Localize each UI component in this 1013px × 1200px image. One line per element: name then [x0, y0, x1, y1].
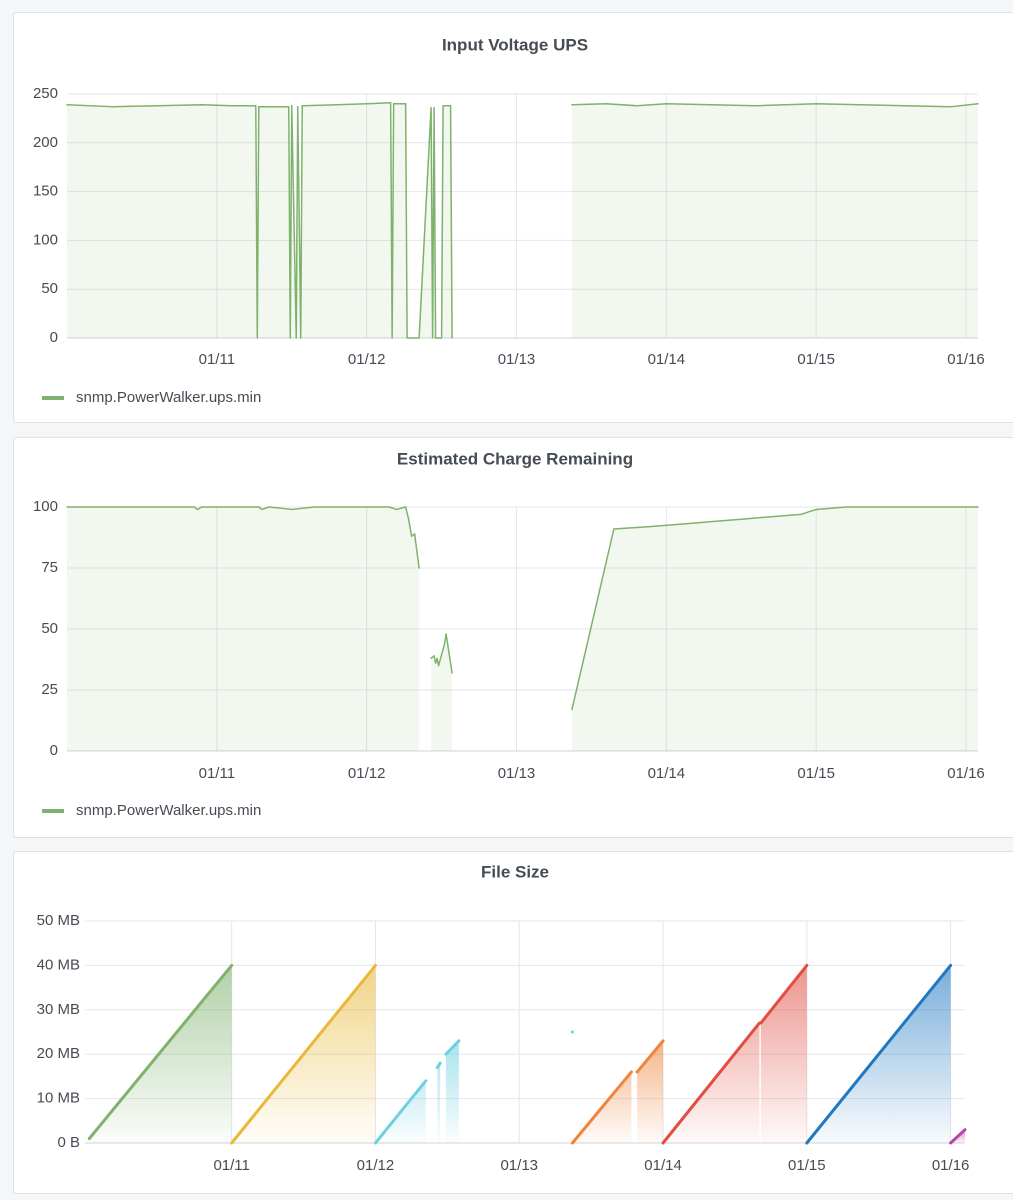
y-tick-label: 100 [33, 231, 58, 248]
y-tick-label: 25 [41, 681, 58, 698]
x-tick-label: 01/13 [498, 351, 536, 368]
x-tick-label: 01/12 [357, 1157, 395, 1174]
legend-label: snmp.PowerWalker.ups.min [76, 389, 261, 406]
y-tick-label: 250 [33, 85, 58, 102]
y-tick-label: 10 MB [37, 1090, 80, 1107]
y-tick-label: 200 [33, 134, 58, 151]
y-tick-label: 40 MB [37, 956, 80, 973]
y-tick-label: 0 B [57, 1134, 80, 1151]
chart-title: Estimated Charge Remaining [397, 449, 633, 468]
x-tick-label: 01/11 [199, 765, 235, 782]
x-tick-label: 01/16 [932, 1157, 970, 1174]
y-tick-label: 20 MB [37, 1045, 80, 1062]
y-tick-label: 150 [33, 183, 58, 200]
y-tick-label: 75 [41, 559, 58, 576]
x-tick-label: 01/16 [947, 765, 985, 782]
y-tick-label: 0 [50, 742, 58, 759]
legend-swatch [42, 396, 64, 400]
x-tick-label: 01/13 [500, 1157, 538, 1174]
x-tick-label: 01/14 [644, 1157, 682, 1174]
x-tick-label: 01/13 [498, 765, 536, 782]
y-tick-label: 100 [33, 498, 58, 515]
y-tick-label: 0 [50, 329, 58, 346]
x-tick-label: 01/11 [199, 351, 235, 368]
x-tick-label: 01/15 [797, 351, 835, 368]
chart-title: Input Voltage UPS [442, 35, 588, 54]
y-tick-label: 50 [41, 280, 58, 297]
x-tick-label: 01/14 [648, 351, 686, 368]
x-tick-label: 01/15 [797, 765, 835, 782]
x-tick-label: 01/16 [947, 351, 985, 368]
x-tick-label: 01/12 [348, 351, 386, 368]
chart-title: File Size [481, 862, 549, 881]
x-tick-label: 01/12 [348, 765, 386, 782]
legend-label: snmp.PowerWalker.ups.min [76, 802, 261, 819]
y-tick-label: 50 MB [37, 912, 80, 929]
y-tick-label: 30 MB [37, 1001, 80, 1018]
x-tick-label: 01/14 [648, 765, 686, 782]
x-tick-label: 01/11 [213, 1157, 249, 1174]
y-tick-label: 50 [41, 620, 58, 637]
x-tick-label: 01/15 [788, 1157, 826, 1174]
legend-swatch [42, 809, 64, 813]
